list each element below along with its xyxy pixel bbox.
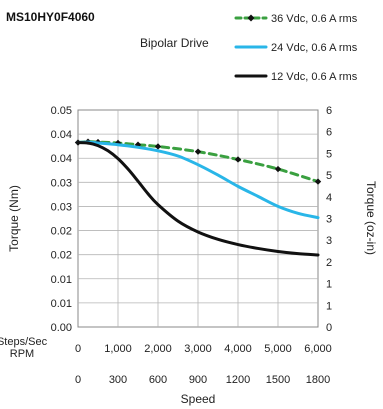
x-secondary-tick-label: 300: [109, 374, 127, 386]
y-left-tick-label: 0.05: [51, 105, 72, 117]
series-layer: [74, 138, 322, 257]
x-primary-tick-label: 4,000: [224, 343, 252, 355]
series-line-2: [76, 140, 320, 220]
x-primary-tick-label: 0: [75, 343, 81, 355]
x-secondary-tick-label: 1800: [306, 374, 330, 386]
legend-label-3: 12 Vdc, 0.6 A rms: [271, 71, 358, 83]
y-right-tick-label: 1: [326, 279, 332, 291]
legend-marker-1: [247, 14, 255, 22]
series-point-1: [314, 178, 322, 185]
y-left-tick-label: 0.03: [51, 201, 72, 213]
y-left-axis-label: Torque (Nm): [7, 185, 21, 252]
legend-label-2: 24 Vdc, 0.6 A rms: [271, 42, 358, 54]
legend-label-1: 36 Vdc, 0.6 A rms: [271, 13, 358, 25]
y-left-tick-label: 0.04: [51, 129, 72, 141]
x-primary-tick-label: 1,000: [104, 343, 132, 355]
x-primary-tick-label: 2,000: [144, 343, 172, 355]
series-point-1: [274, 165, 282, 173]
series-point-1: [134, 141, 142, 148]
x-secondary-tick-label: 0: [75, 374, 81, 386]
y-right-tick-label: 3: [326, 214, 332, 226]
y-right-tick-label: 0: [326, 322, 332, 334]
x-primary-row-label: Steps/Sec: [0, 336, 48, 348]
y-left-tick-label: 0.02: [51, 250, 72, 262]
x-secondary-tick-label: 1500: [266, 374, 290, 386]
y-right-tick-label: 5: [326, 148, 332, 160]
x-secondary-tick-label: 600: [149, 374, 167, 386]
y-right-tick-label: 6: [326, 127, 332, 139]
x-secondary-tick-label: 900: [189, 374, 207, 386]
y-right-tick-label: 2: [326, 257, 332, 269]
x-axis-label: Speed: [181, 392, 216, 406]
y-right-axis-label: Torque (oz-in): [364, 181, 378, 255]
x-primary-tick-label: 3,000: [184, 343, 212, 355]
x-primary-tick-label: 5,000: [264, 343, 292, 355]
series-point-1: [154, 143, 162, 150]
x-secondary-row-label: RPM: [10, 348, 34, 360]
y-left-tick-label: 0.03: [51, 177, 72, 189]
model-label: MS10HY0F4060: [6, 10, 95, 24]
y-left-tick-label: 0.04: [51, 153, 72, 165]
y-left-tick-label: 0.01: [51, 274, 72, 286]
legend: 36 Vdc, 0.6 A rms 24 Vdc, 0.6 A rms 12 Vdc…: [234, 13, 358, 83]
y-left-tick-label: 0.02: [51, 226, 72, 238]
series-line-3: [76, 141, 320, 257]
y-right-tick-label: 6: [326, 105, 332, 117]
y-right-tick-label: 5: [326, 170, 332, 182]
y-right-tick-label: 3: [326, 235, 332, 247]
y-right-tick-label: 4: [326, 192, 332, 204]
series-point-1: [234, 156, 242, 163]
y-left-tick-label: 0.01: [51, 298, 72, 310]
x-secondary-tick-label: 1200: [226, 374, 250, 386]
x-primary-tick-label: 6,000: [304, 343, 332, 355]
axes-layer: 0.00 0.01 0.01 0.02 0.02 0.03 0.03 0.04 0.04 0.05…: [0, 105, 378, 406]
y-left-tick-label: 0.00: [51, 322, 72, 334]
y-right-tick-label: 1: [326, 300, 332, 312]
drive-label: Bipolar Drive: [140, 36, 209, 50]
series-point-1: [194, 148, 202, 155]
